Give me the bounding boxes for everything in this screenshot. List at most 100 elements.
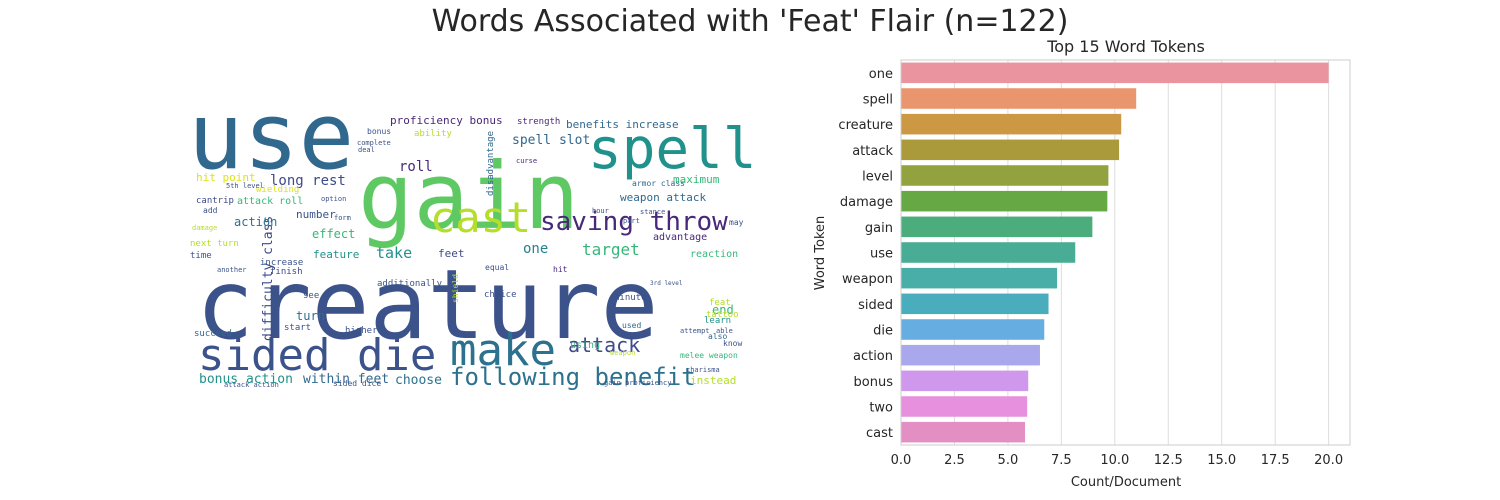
bar-die xyxy=(901,319,1045,340)
word-cloud-word: choice xyxy=(484,290,517,300)
word-cloud-word: cantrip xyxy=(196,196,234,206)
y-axis-label: Word Token xyxy=(813,216,828,291)
word-cloud-word: maximum xyxy=(673,173,720,186)
word-cloud-word: instead xyxy=(690,374,736,387)
word-cloud-word: ability xyxy=(414,129,453,139)
y-tick-label: one xyxy=(869,67,893,82)
y-tick-label: cast xyxy=(866,426,893,441)
x-tick-label: 20.0 xyxy=(1314,453,1343,468)
bar-bonus xyxy=(901,370,1029,392)
word-cloud-word: reaction xyxy=(690,249,738,260)
figure-title: Words Associated with 'Feat' Flair (n=12… xyxy=(431,4,1069,39)
word-cloud-word: know xyxy=(723,339,742,348)
bar-attack xyxy=(901,139,1120,161)
word-cloud-word: feet xyxy=(438,247,465,260)
word-cloud-word: attempt xyxy=(680,327,710,335)
x-tick-label: 2.5 xyxy=(944,453,965,468)
x-axis-label: Count/Document xyxy=(1071,475,1181,490)
bar-weapon xyxy=(901,267,1058,289)
word-cloud-word: one xyxy=(523,241,548,257)
bar-spell xyxy=(901,88,1137,109)
word-cloud-word: attack roll xyxy=(237,196,303,207)
word-cloud-word: may xyxy=(729,218,744,227)
word-cloud-word: feature xyxy=(313,248,359,261)
y-tick-label: level xyxy=(862,170,893,185)
word-cloud-word: strength xyxy=(517,117,560,127)
bar-one xyxy=(901,62,1329,84)
word-cloud-word: 5th level xyxy=(226,182,264,190)
word-cloud-word: choose xyxy=(395,373,442,388)
word-cloud-word: option xyxy=(321,195,346,203)
word-cloud-word: number xyxy=(296,208,336,221)
word-cloud-word: increase xyxy=(260,258,303,268)
y-tick-label: weapon xyxy=(842,272,893,287)
word-cloud-word: hour xyxy=(592,207,609,215)
word-cloud-word: action xyxy=(234,215,277,229)
word-cloud-word: also xyxy=(708,332,727,341)
x-tick-label: 12.5 xyxy=(1154,453,1183,468)
word-cloud-word: form xyxy=(334,214,351,222)
word-cloud-word: within feet xyxy=(303,372,389,387)
word-cloud-word: attack xyxy=(568,333,640,357)
word-cloud-word: deal xyxy=(358,146,375,154)
word-cloud-background xyxy=(187,104,762,394)
word-cloud-word: charisma xyxy=(686,366,720,374)
bar-two xyxy=(901,396,1028,417)
x-tick-label: 7.5 xyxy=(1051,453,1072,468)
word-cloud-word: learn xyxy=(704,316,731,326)
word-cloud-word: add xyxy=(203,206,218,215)
word-cloud-word: equal xyxy=(485,263,509,272)
bar-gain xyxy=(901,216,1093,238)
word-cloud-word: finish xyxy=(270,267,303,277)
word-cloud-word: melee weapon xyxy=(680,351,738,360)
bar-chart-title: Top 15 Word Tokens xyxy=(1046,37,1205,56)
word-cloud-word: curse xyxy=(516,157,537,165)
word-cloud-word: another xyxy=(217,266,247,274)
word-cloud-word: succeed xyxy=(194,329,232,339)
x-tick-label: 15.0 xyxy=(1207,453,1236,468)
word-cloud-word: saving throw xyxy=(540,207,728,237)
x-tick-label: 10.0 xyxy=(1100,453,1129,468)
word-cloud-word: shield xyxy=(451,274,460,303)
y-tick-label: two xyxy=(869,401,893,416)
bar-creature xyxy=(901,113,1122,135)
word-cloud-word: able xyxy=(716,327,733,335)
word-cloud-word: weapon xyxy=(610,349,635,357)
word-cloud-word: difficulty class xyxy=(261,216,276,341)
bar-sided xyxy=(901,293,1049,315)
word-cloud-word: sided dice xyxy=(333,379,381,388)
plot-frame xyxy=(900,59,1351,446)
bar-use xyxy=(901,242,1076,263)
word-cloud-word: used xyxy=(622,321,641,330)
word-cloud-word: time xyxy=(190,251,212,261)
word-cloud-word: using xyxy=(570,340,600,351)
y-tick-label: sided xyxy=(858,298,893,313)
y-tick-label: damage xyxy=(840,195,893,210)
word-cloud-word: gain proficiency xyxy=(604,379,671,387)
word-cloud-word: disadvantage xyxy=(486,131,496,196)
word-cloud-word: part xyxy=(623,217,640,225)
word-cloud-word: bonus action xyxy=(199,372,293,387)
word-cloud-word: additionally xyxy=(377,279,443,289)
word-cloud-word: use xyxy=(188,83,354,190)
word-cloud-word: roll xyxy=(399,159,433,175)
x-tick-label: 5.0 xyxy=(998,453,1019,468)
word-cloud-word: see xyxy=(303,291,319,301)
y-tick-label: action xyxy=(853,349,893,364)
y-tick-label: gain xyxy=(865,221,893,236)
bar-action xyxy=(901,344,1040,366)
word-cloud-word: take xyxy=(376,244,412,262)
word-cloud-word: weapon attack xyxy=(620,191,706,204)
word-cloud-word: following benefit xyxy=(450,363,696,391)
word-cloud-word: sided die xyxy=(198,330,436,381)
word-cloud-word: minute xyxy=(614,293,647,303)
word-cloud-word: make xyxy=(450,325,556,376)
word-cloud-word: hit point xyxy=(196,171,256,184)
word-cloud-word: spell xyxy=(588,117,757,182)
y-tick-label: die xyxy=(873,324,893,339)
word-cloud-word: feat xyxy=(709,298,731,308)
word-cloud-word: damage xyxy=(192,224,217,232)
word-cloud-word: 3rd level xyxy=(650,280,683,287)
word-cloud-word: benefits increase xyxy=(566,118,679,131)
